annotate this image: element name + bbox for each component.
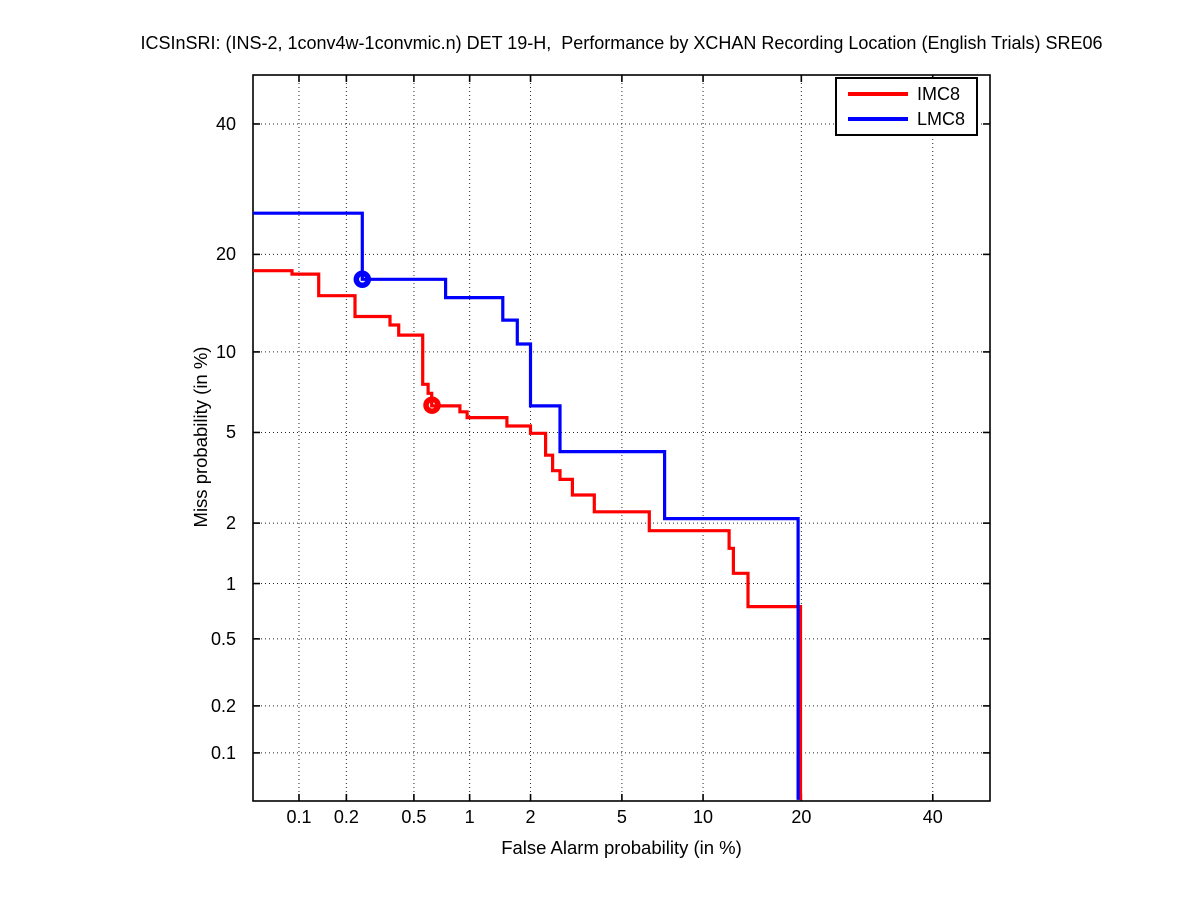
- x-axis-label: False Alarm probability (in %): [501, 837, 742, 858]
- x-tick-label-20: 20: [791, 807, 812, 827]
- y-tick-label-20: 20: [215, 244, 236, 265]
- legend-item-lmc8: LMC8: [848, 110, 976, 128]
- y-tick-label-1: 1: [225, 573, 236, 594]
- x-tick-label-0.1: 0.1: [286, 807, 312, 827]
- y-tick-label-0.1: 0.1: [210, 742, 236, 763]
- legend-line-sample-lmc8: [848, 117, 908, 121]
- x-tick-label-2: 2: [525, 807, 536, 827]
- operating-point-marker-lmc8: [353, 270, 372, 289]
- x-tick-label-0.5: 0.5: [401, 807, 427, 827]
- y-tick-label-2: 2: [225, 513, 236, 534]
- legend-label-lmc8: LMC8: [917, 109, 966, 129]
- y-tick-label-10: 10: [215, 341, 236, 362]
- x-tick-label-40: 40: [922, 807, 943, 827]
- axes-box: [252, 74, 991, 802]
- y-tick-label-0.5: 0.5: [210, 628, 236, 649]
- operating-point-marker-imc8: [423, 396, 441, 414]
- x-tick-label-0.2: 0.2: [333, 807, 359, 827]
- x-tick-label-5: 5: [616, 807, 627, 827]
- y-tick-label-0.2: 0.2: [210, 695, 236, 716]
- legend-label-imc8: IMC8: [917, 84, 961, 104]
- legend-item-imc8: IMC8: [848, 85, 976, 103]
- legend-line-sample-imc8: [848, 92, 908, 96]
- chart-title: ICSInSRI: (INS-2, 1conv4w-1convmic.n) DE…: [140, 33, 1103, 53]
- y-tick-label-5: 5: [225, 422, 236, 443]
- y-tick-label-40: 40: [215, 113, 236, 134]
- x-tick-label-10: 10: [693, 807, 714, 827]
- x-tick-label-1: 1: [464, 807, 475, 827]
- legend-box: IMC8 LMC8: [835, 77, 978, 136]
- det-curve-lmc8: [253, 211, 800, 800]
- det-curve-imc8: [253, 269, 803, 800]
